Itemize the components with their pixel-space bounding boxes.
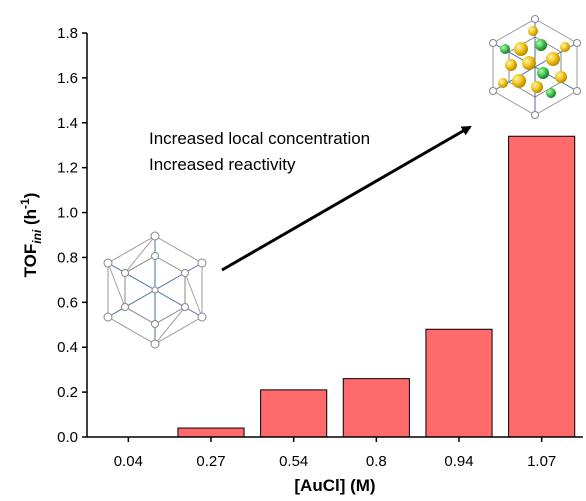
y-axis-title-unit-exponent: -1 — [18, 198, 32, 209]
y-tick-label: 0.2 — [57, 384, 78, 401]
y-tick-label: 1.6 — [57, 70, 78, 87]
bar-1.07 — [508, 135, 576, 438]
bar-0.94 — [425, 328, 493, 438]
x-ticks-group: 0.04 0.27 0.54 0.8 0.94 1.07 — [114, 437, 556, 470]
y-tick-label: 0.4 — [57, 339, 78, 356]
y-tick-label: 1.8 — [57, 25, 78, 42]
bar-0.8 — [342, 378, 410, 438]
x-tick-label: 0.27 — [196, 453, 225, 470]
annotation-line-2: Increased reactivity — [149, 155, 296, 174]
y-tick-label: 0.6 — [57, 294, 78, 311]
y-ticks-group: 0.0 0.2 0.4 0.6 0.8 1.0 1.2 1.4 1.6 1.8 — [57, 25, 87, 446]
y-axis-title-unit-open: (h — [21, 209, 40, 230]
y-tick-label: 1.0 — [57, 205, 78, 222]
bar-0.27 — [177, 427, 245, 438]
y-axis-title-subscript: ini — [30, 229, 44, 244]
trend-arrow — [221, 125, 472, 272]
y-tick-label: 0.0 — [57, 429, 78, 446]
empty-cage-structure-image — [103, 231, 207, 349]
annotation-line-1: Increased local concentration — [149, 129, 370, 148]
y-axis-title-unit-close: ) — [21, 193, 40, 199]
loaded-cage-structure-image — [489, 15, 581, 119]
y-axis-title: TOFini (h-1) — [18, 193, 44, 278]
y-tick-label: 1.2 — [57, 160, 78, 177]
x-axis-title: [AuCl] (M) — [294, 476, 375, 495]
x-tick-label: 0.54 — [279, 453, 308, 470]
x-tick-label: 0.94 — [444, 453, 473, 470]
y-axis-title-main: TOF — [21, 244, 40, 278]
bars-group — [177, 135, 576, 438]
bar-0.54 — [260, 389, 328, 438]
x-tick-label: 1.07 — [527, 453, 556, 470]
y-tick-label: 1.4 — [57, 115, 78, 132]
y-tick-label: 0.8 — [57, 249, 78, 266]
x-tick-label: 0.8 — [366, 453, 387, 470]
x-tick-label: 0.04 — [114, 453, 143, 470]
